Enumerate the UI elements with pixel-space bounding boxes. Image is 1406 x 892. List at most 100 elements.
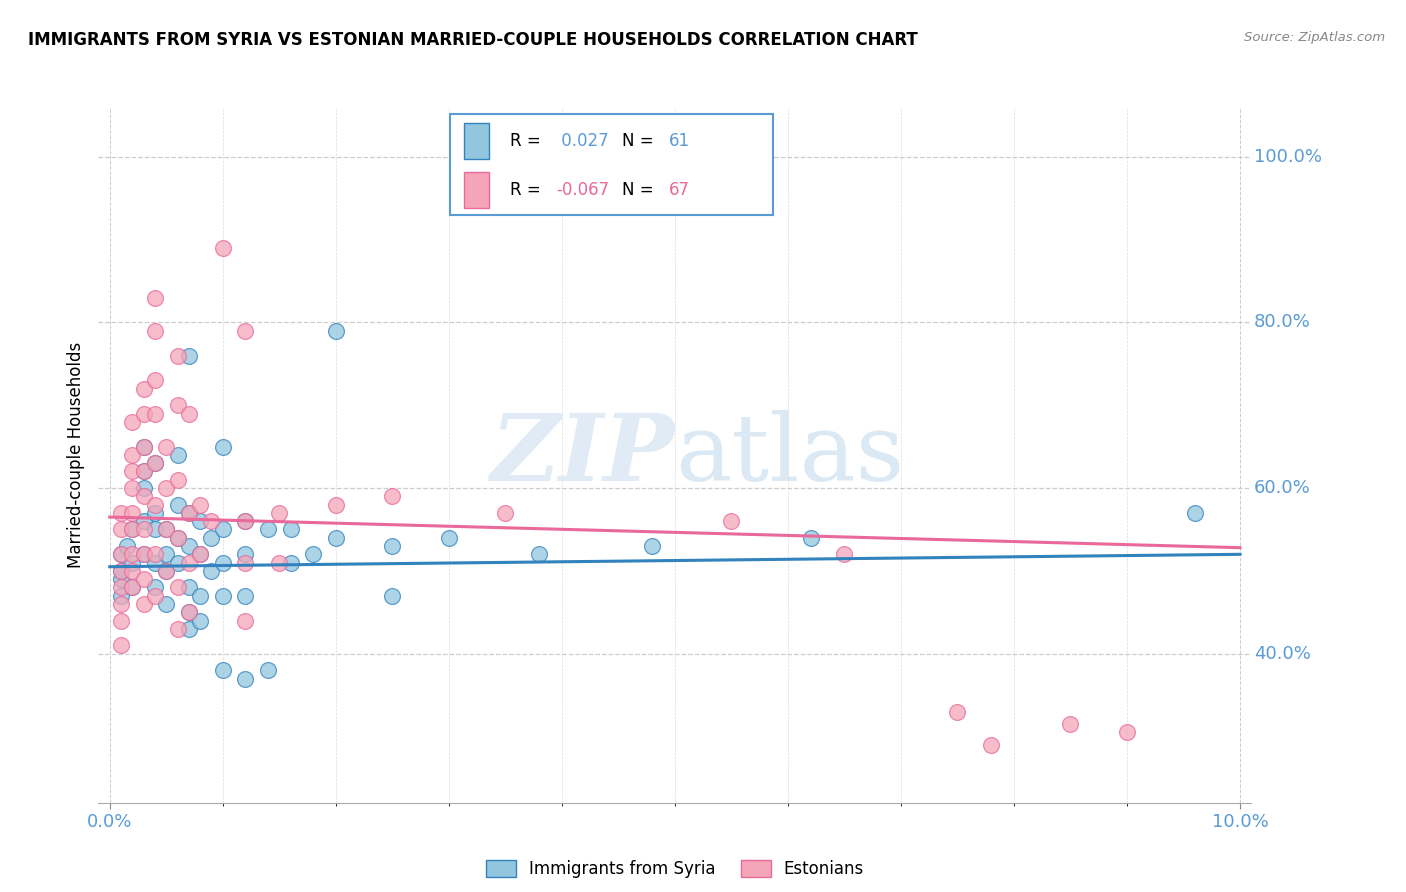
Text: R =: R =: [510, 132, 546, 150]
Point: [177, 506, 200, 520]
Point: [132, 481, 155, 495]
Point: [143, 581, 166, 595]
Point: [121, 448, 143, 462]
Point: [235, 547, 257, 561]
Point: [437, 531, 460, 545]
Point: [211, 523, 233, 537]
Point: [155, 564, 177, 578]
Point: [110, 614, 132, 628]
Point: [110, 547, 132, 561]
Point: [177, 407, 200, 421]
Point: [269, 506, 291, 520]
Point: [188, 614, 211, 628]
Point: [121, 481, 143, 495]
Point: [143, 324, 166, 338]
Legend: Immigrants from Syria, Estonians: Immigrants from Syria, Estonians: [479, 854, 870, 885]
Text: IMMIGRANTS FROM SYRIA VS ESTONIAN MARRIED-COUPLE HOUSEHOLDS CORRELATION CHART: IMMIGRANTS FROM SYRIA VS ESTONIAN MARRIE…: [28, 31, 918, 49]
Point: [155, 523, 177, 537]
Point: [110, 506, 132, 520]
Text: 61: 61: [669, 132, 690, 150]
Point: [155, 564, 177, 578]
Point: [155, 547, 177, 561]
Point: [110, 564, 132, 578]
Point: [166, 349, 188, 363]
Point: [188, 547, 211, 561]
Point: [235, 672, 257, 686]
Point: [188, 589, 211, 603]
Point: [166, 398, 188, 412]
Point: [177, 539, 200, 553]
Point: [132, 523, 155, 537]
Point: [381, 489, 404, 503]
Point: [143, 407, 166, 421]
Point: [381, 539, 404, 553]
Point: [211, 589, 233, 603]
Point: [257, 663, 280, 677]
Point: [177, 622, 200, 636]
Point: [132, 440, 155, 454]
Point: [155, 440, 177, 454]
Point: [132, 572, 155, 586]
Point: [121, 465, 143, 479]
Point: [143, 456, 166, 470]
Point: [143, 498, 166, 512]
Point: [132, 489, 155, 503]
Point: [946, 705, 969, 719]
Point: [1116, 725, 1139, 739]
Point: [166, 498, 188, 512]
Point: [280, 523, 302, 537]
Point: [177, 556, 200, 570]
Point: [132, 547, 155, 561]
Point: [325, 498, 347, 512]
Point: [799, 531, 821, 545]
Point: [143, 556, 166, 570]
Point: [155, 481, 177, 495]
Text: 100.0%: 100.0%: [1254, 148, 1322, 166]
Text: Source: ZipAtlas.com: Source: ZipAtlas.com: [1244, 31, 1385, 45]
Point: [211, 663, 233, 677]
Point: [121, 556, 143, 570]
Point: [641, 539, 664, 553]
Point: [494, 506, 516, 520]
Text: N =: N =: [621, 132, 659, 150]
Point: [257, 523, 280, 537]
Point: [110, 572, 132, 586]
Point: [166, 581, 188, 595]
Point: [121, 564, 143, 578]
Point: [110, 581, 132, 595]
Point: [143, 547, 166, 561]
Text: 40.0%: 40.0%: [1254, 645, 1310, 663]
Point: [121, 523, 143, 537]
Point: [200, 531, 222, 545]
Text: R =: R =: [510, 181, 546, 199]
Point: [132, 597, 155, 611]
Point: [188, 514, 211, 528]
Text: 80.0%: 80.0%: [1254, 313, 1310, 332]
Point: [132, 547, 155, 561]
Point: [211, 440, 233, 454]
Point: [269, 556, 291, 570]
Point: [166, 531, 188, 545]
Text: -0.067: -0.067: [557, 181, 609, 199]
Point: [143, 291, 166, 305]
Point: [166, 622, 188, 636]
Point: [381, 589, 404, 603]
Point: [235, 556, 257, 570]
Point: [166, 448, 188, 462]
Point: [110, 547, 132, 561]
Point: [211, 556, 233, 570]
Text: 67: 67: [669, 181, 690, 199]
Point: [177, 581, 200, 595]
Point: [143, 373, 166, 387]
Point: [110, 523, 132, 537]
Point: [121, 581, 143, 595]
Point: [177, 349, 200, 363]
Point: [143, 506, 166, 520]
Point: [177, 605, 200, 619]
Point: [188, 498, 211, 512]
Point: [188, 547, 211, 561]
FancyBboxPatch shape: [450, 114, 773, 215]
Point: [235, 614, 257, 628]
Point: [302, 547, 325, 561]
Point: [834, 547, 856, 561]
